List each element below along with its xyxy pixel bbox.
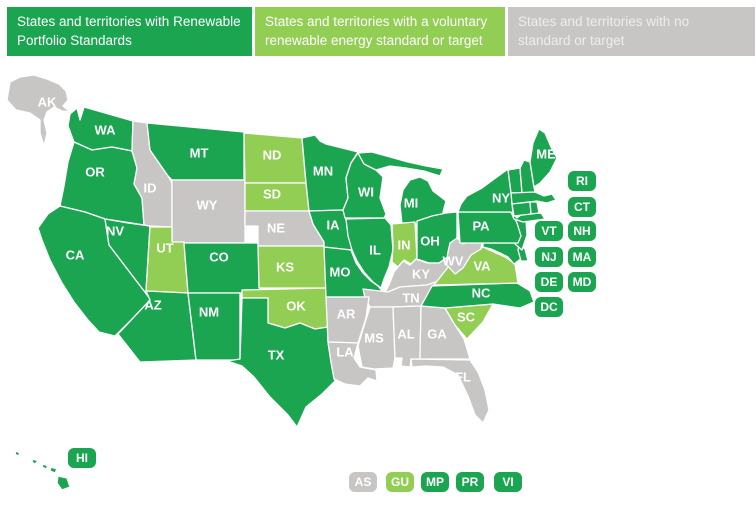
legend-item-voluntary: States and territories with a voluntary … — [255, 7, 505, 56]
badge-hi[interactable]: HI — [68, 448, 96, 468]
badge-ma[interactable]: MA — [568, 247, 596, 267]
state-hi[interactable] — [14, 450, 71, 491]
state-ct[interactable] — [511, 201, 532, 217]
state-nm[interactable] — [187, 292, 241, 361]
state-wy[interactable] — [171, 179, 246, 244]
state-nc[interactable] — [420, 282, 535, 309]
state-tx[interactable] — [226, 297, 336, 428]
state-pa[interactable] — [457, 211, 522, 244]
state-il[interactable] — [345, 217, 394, 289]
state-la[interactable] — [327, 341, 378, 387]
badge-ri[interactable]: RI — [568, 171, 596, 191]
state-ri[interactable] — [529, 201, 540, 215]
badge-as[interactable]: AS — [349, 472, 377, 492]
badge-md[interactable]: MD — [568, 272, 596, 292]
badge-nh[interactable]: NH — [568, 221, 596, 241]
state-sd[interactable] — [244, 182, 310, 212]
state-me[interactable] — [529, 128, 558, 188]
badge-ct[interactable]: CT — [568, 197, 596, 217]
state-ks[interactable] — [257, 245, 327, 289]
state-in[interactable] — [391, 221, 418, 268]
badge-pr[interactable]: PR — [456, 472, 484, 492]
state-co[interactable] — [183, 242, 261, 294]
badge-vi[interactable]: VI — [494, 472, 522, 492]
legend-item-none: States and territories with no standard … — [508, 7, 755, 56]
badge-de[interactable]: DE — [535, 272, 563, 292]
badge-nj[interactable]: NJ — [535, 247, 563, 267]
state-fl[interactable] — [410, 358, 490, 424]
badge-vt[interactable]: VT — [535, 221, 563, 241]
legend-item-rps: States and territories with Renewable Po… — [7, 7, 252, 56]
legend: States and territories with Renewable Po… — [7, 7, 756, 56]
badge-dc[interactable]: DC — [535, 297, 563, 317]
badge-gu[interactable]: GU — [386, 472, 414, 492]
state-ak[interactable] — [6, 74, 71, 147]
state-nd[interactable] — [243, 132, 307, 184]
state-al[interactable] — [392, 305, 422, 368]
badge-mp[interactable]: MP — [421, 472, 449, 492]
